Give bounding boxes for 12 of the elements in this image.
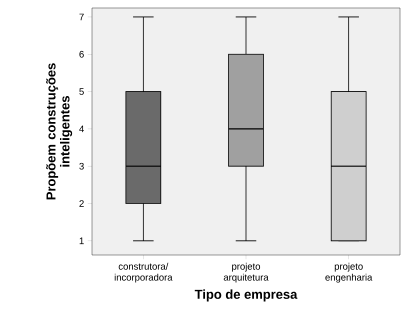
- x-tick-label: projeto arquitetura: [224, 262, 269, 283]
- y-tick-label: 3: [79, 162, 84, 170]
- x-tick-label: construtora/ incorporadora: [114, 262, 173, 283]
- y-tick-label: 4: [79, 126, 84, 132]
- y-tick-label: 7: [79, 14, 84, 20]
- y-tick-label: 5: [79, 88, 84, 95]
- x-tick-label: projeto engenharia: [325, 262, 372, 283]
- y-tick-label: 1: [80, 238, 84, 244]
- x-axis-title: Tipo de empresa: [194, 289, 298, 302]
- y-tick-label: 2: [79, 200, 84, 207]
- y-axis-title: Propõem construções inteligentes: [46, 63, 72, 200]
- y-tick-label: 6: [79, 50, 84, 58]
